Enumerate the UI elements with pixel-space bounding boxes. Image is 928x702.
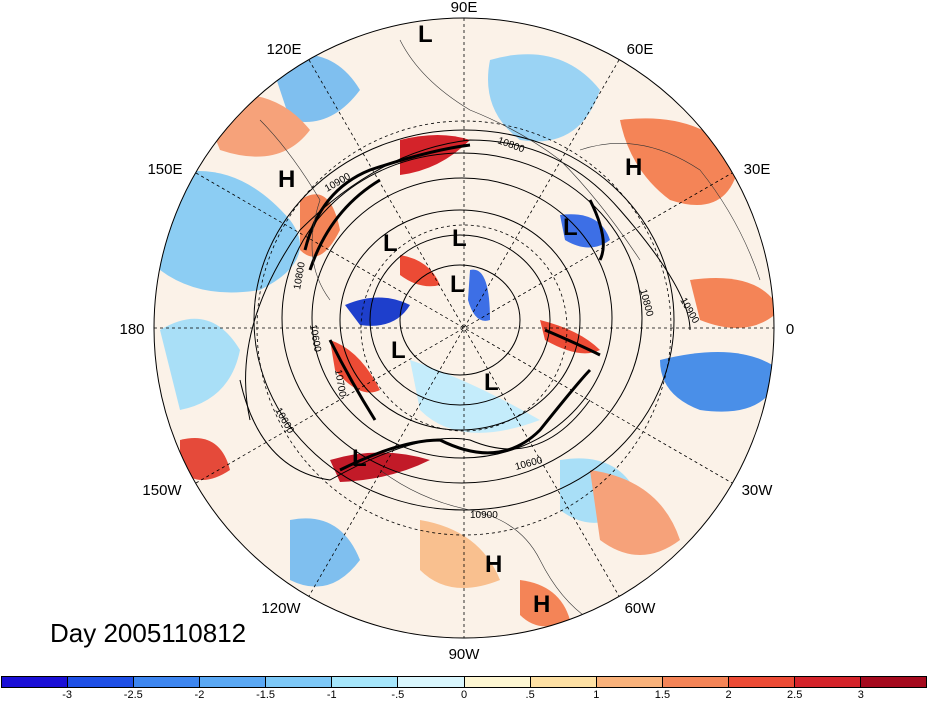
high-center: H [533, 591, 550, 618]
lon-label-30e: 30E [744, 161, 771, 178]
lon-label-150w: 150W [142, 482, 182, 499]
colorbar-tick: 2 [725, 689, 732, 701]
lon-label-120w: 120W [261, 600, 301, 617]
high-center: H [278, 166, 295, 193]
low-center: L [391, 337, 406, 364]
low-center: L [452, 225, 467, 252]
colorbar-swatch [266, 677, 333, 687]
contour-label: 10900 [470, 510, 498, 521]
date-title: Day 2005110812 [50, 618, 247, 648]
colorbar-swatch [68, 677, 135, 687]
colorbar-tick: -1 [326, 689, 337, 701]
colorbar-swatch [2, 677, 69, 687]
lon-label-150e: 150E [147, 161, 182, 178]
height-contours [239, 129, 691, 511]
low-center: L [383, 230, 398, 257]
colorbar-tick: 1.5 [654, 689, 671, 701]
lon-label-0: 0 [786, 321, 794, 338]
colorbar-tick: 0 [460, 689, 468, 701]
coastlines [259, 39, 761, 621]
contour-label: 10700 [332, 369, 348, 399]
colorbar-tick: -1.5 [256, 689, 276, 701]
low-center: L [352, 445, 367, 472]
colorbar-swatch [794, 677, 862, 687]
colorbar-swatch [596, 677, 663, 687]
contour-label: 10800 [292, 261, 308, 291]
high-center: H [625, 154, 642, 181]
graticule [154, 18, 774, 638]
colorbar-swatch [200, 677, 267, 687]
colorbar-swatch [134, 677, 201, 687]
lon-label-90w: 90W [449, 646, 481, 663]
jet-contours [303, 143, 605, 472]
colorbar-swatch [662, 677, 729, 687]
colorbar-tick: -.5 [391, 689, 405, 701]
low-center: L [450, 271, 465, 298]
contour-label: 10600 [307, 324, 323, 354]
colorbar-tick-labels: -3 -2.5 -2 -1.5 -1 -.5 0 .5 1 1.5 2 2.5 3 [0, 689, 928, 702]
lon-label-60w: 60W [625, 600, 657, 617]
colorbar-tick: -2.5 [123, 689, 143, 701]
colorbar-tick: -3 [62, 689, 73, 701]
colorbar [1, 676, 927, 688]
colorbar-swatch [332, 677, 399, 687]
low-center: L [418, 21, 433, 48]
high-center: H [485, 551, 502, 578]
colorbar-swatch [464, 677, 531, 687]
colorbar-tick: 3 [857, 689, 864, 701]
lon-label-120e: 120E [266, 41, 301, 58]
lon-label-90e: 90E [451, 0, 478, 16]
low-center: L [484, 369, 499, 396]
lon-label-180: 180 [119, 321, 144, 338]
lon-label-60e: 60E [627, 41, 654, 58]
colorbar-swatch [728, 677, 795, 687]
colorbar-tick: 2.5 [787, 689, 803, 701]
map-boundary [153, 17, 775, 639]
colorbar-swatch [861, 677, 927, 687]
low-center: L [563, 214, 578, 241]
colorbar-tick: -2 [194, 689, 205, 701]
colorbar-tick: 1 [593, 689, 600, 701]
colorbar-swatch [398, 677, 465, 687]
colorbar-tick: .5 [525, 689, 535, 701]
colorbar-swatch [530, 677, 597, 687]
lon-label-30w: 30W [742, 482, 774, 499]
